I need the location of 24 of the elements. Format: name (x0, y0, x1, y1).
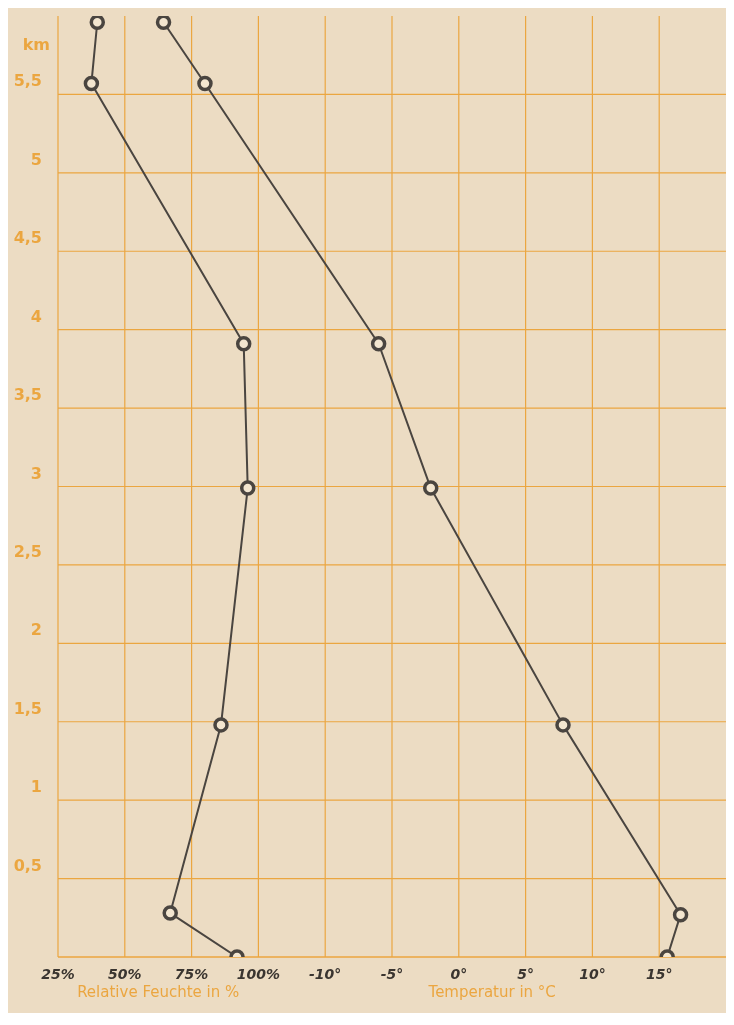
y-tick-label: 0,5 (13, 855, 42, 875)
y-tick-label: 4 (30, 306, 42, 326)
x2-tick-label: -5° (380, 966, 404, 982)
y-tick-label: 2,5 (13, 541, 42, 561)
x2-tick-label: 10° (579, 966, 606, 982)
x-tick-label: 50% (108, 966, 142, 982)
x2-axis-title: Temperatur in °C (427, 983, 556, 1001)
y-tick-label: 4,5 (13, 228, 42, 248)
y-tick-label: 5 (30, 149, 42, 169)
x-tick-label: 100% (236, 966, 281, 982)
y-tick-label: 1,5 (13, 698, 42, 718)
x2-tick-label: 5° (517, 966, 534, 982)
x2-tick-label: -10° (309, 966, 342, 982)
x2-tick-label: 15° (645, 966, 673, 982)
y-tick-label: 1 (30, 777, 42, 797)
x-axis-title: Relative Feuchte in % (77, 983, 240, 1001)
x2-tick-label: 0° (450, 966, 468, 982)
x-tick-label: 75% (174, 966, 209, 982)
x-tick-label: 25% (41, 966, 75, 982)
y-tick-label: 3 (30, 463, 42, 483)
y-axis-title: km (22, 35, 50, 54)
y-tick-label: 5,5 (13, 71, 42, 91)
y-tick-label: 2 (30, 620, 42, 640)
y-tick-label: 3,5 (13, 385, 42, 405)
